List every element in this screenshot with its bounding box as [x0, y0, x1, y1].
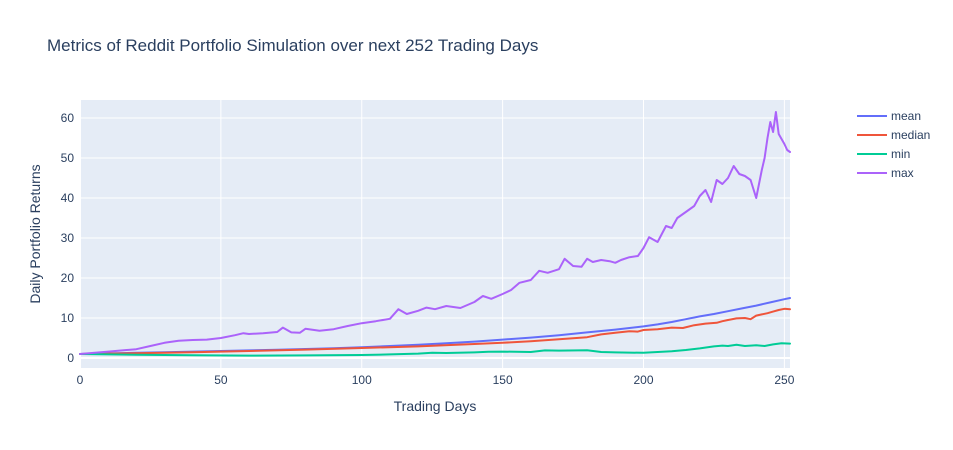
x-tick-label: 150	[493, 373, 513, 387]
y-tick-label: 30	[61, 231, 75, 245]
y-tick-label: 60	[61, 111, 75, 125]
x-tick-label: 200	[633, 373, 653, 387]
chart-title: Metrics of Reddit Portfolio Simulation o…	[47, 36, 538, 55]
legend-item-mean[interactable]: mean	[857, 109, 921, 123]
series-line-min	[79, 342, 791, 357]
legend-item-max[interactable]: max	[857, 166, 914, 180]
series-line-median	[79, 307, 791, 355]
x-tick-label: 100	[352, 373, 372, 387]
y-tick-label: 0	[67, 351, 74, 365]
legend-label: median	[891, 128, 930, 142]
series-line-max	[79, 111, 791, 355]
y-tick-label: 40	[61, 191, 75, 205]
x-tick-label: 50	[214, 373, 228, 387]
legend-label: mean	[891, 109, 921, 123]
legend-label: min	[891, 147, 910, 161]
x-tick-label: 0	[77, 373, 84, 387]
y-tick-label: 10	[61, 311, 75, 325]
series-lines	[79, 111, 791, 357]
gridlines	[79, 100, 790, 368]
legend-item-min[interactable]: min	[857, 147, 910, 161]
y-tick-label: 50	[61, 151, 75, 165]
y-axis-title: Daily Portfolio Returns	[27, 164, 43, 303]
x-tick-label: 250	[774, 373, 794, 387]
plot-area	[80, 100, 790, 368]
x-axis-title: Trading Days	[394, 398, 477, 414]
x-axis-ticks: 0 50 100 150 200 250	[77, 373, 795, 387]
legend-label: max	[891, 166, 914, 180]
y-axis-ticks: 0 10 20 30 40 50 60	[61, 111, 75, 365]
y-tick-label: 20	[61, 271, 75, 285]
legend-item-median[interactable]: median	[857, 128, 930, 142]
legend[interactable]: mean median min max	[857, 109, 930, 180]
